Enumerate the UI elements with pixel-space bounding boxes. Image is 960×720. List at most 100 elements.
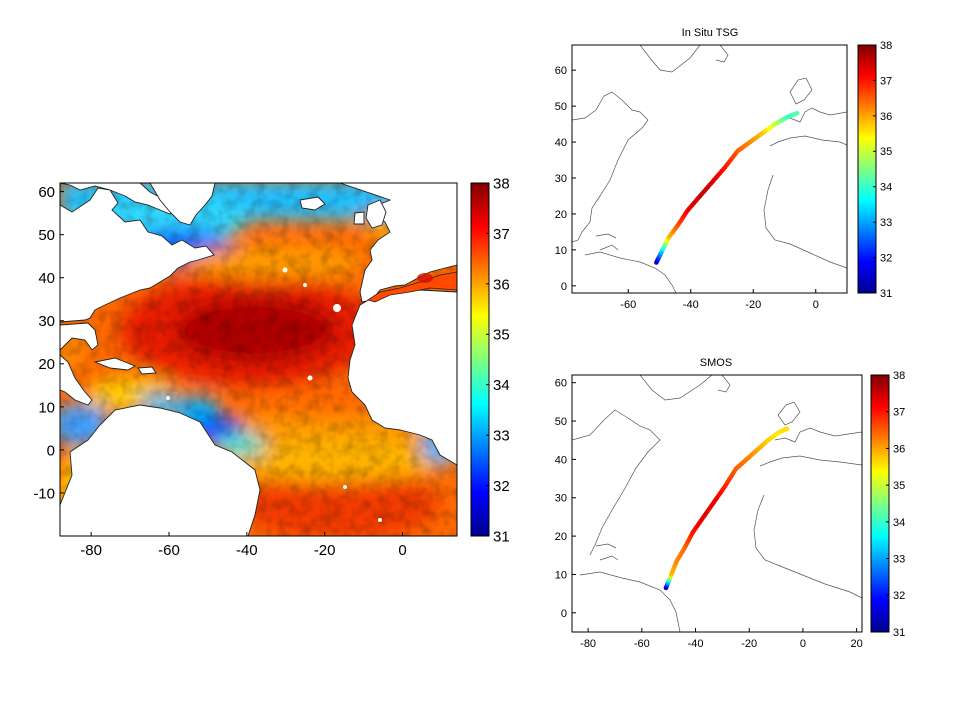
main-y-tick-label: 0 [47, 442, 55, 459]
main-salinity-map: -80 -60 -40 -20 0 60 50 40 30 20 10 0 -10 [33, 182, 458, 559]
main-map-frame [59, 182, 458, 537]
tsg-x-tick-label: -40 [683, 299, 699, 311]
iceland [299, 196, 326, 211]
tsg-cbar-tick-label: 32 [880, 253, 892, 265]
mediterranean-sea [367, 271, 457, 303]
smos-cbar-tick-label: 38 [893, 370, 905, 382]
main-y-tick-label: 10 [38, 399, 55, 416]
smos-ship-track [663, 426, 790, 591]
tsg-ship-track [654, 110, 800, 265]
tsg-cbar-tick-label: 31 [880, 288, 892, 300]
smos-cbar-tick-label: 32 [893, 590, 905, 602]
smos-track-point [784, 426, 790, 432]
ireland [353, 211, 365, 225]
smos-x-tick-label: -40 [688, 638, 704, 650]
tsg-cbar-tick-label: 34 [880, 182, 892, 194]
tsg-x-tick-label: -60 [620, 299, 636, 311]
tsg-panel: In Situ TSG -60 -40 -20 0 60 50 40 30 20 10 0 38 37… [555, 27, 893, 311]
main-x-tick-label: 0 [398, 542, 406, 559]
smos-y-tick-label: 50 [555, 416, 567, 428]
smos-axes: -80 -60 -40 -20 0 20 60 50 40 30 20 10 0 [555, 378, 863, 650]
tsg-y-tick-label: 30 [555, 173, 567, 185]
main-x-tick-label: -60 [158, 542, 180, 559]
cuba [93, 357, 137, 371]
main-cbar-tick-label: 36 [493, 276, 510, 293]
smos-cbar-tick-label: 36 [893, 443, 905, 455]
land-masses [60, 183, 457, 536]
main-cbar-tick-label: 35 [493, 327, 510, 344]
smos-y-tick-label: 20 [555, 531, 567, 543]
main-colorbar: 38 37 36 35 34 33 32 31 [470, 175, 510, 545]
main-y-tick-label: 30 [38, 313, 55, 330]
main-cbar-tick-label: 37 [493, 226, 510, 243]
central-america [60, 354, 93, 406]
main-cbar-tick-label: 33 [493, 428, 510, 445]
tsg-y-tick-label: 10 [555, 245, 567, 257]
main-y-tick-label: 50 [38, 227, 55, 244]
tsg-track-point [794, 110, 800, 116]
main-cbar-tick-label: 32 [493, 478, 510, 495]
tsg-axes: -60 -40 -20 0 60 50 40 30 20 10 0 [555, 65, 819, 311]
tsg-cbar-tick-label: 35 [880, 146, 892, 158]
main-x-tick-label: -40 [236, 542, 258, 559]
smos-y-tick-label: 0 [561, 608, 567, 620]
tsg-y-tick-label: 20 [555, 209, 567, 221]
smos-x-tick-label: 20 [851, 638, 863, 650]
hispaniola [137, 366, 157, 375]
british-isles [365, 199, 387, 229]
tsg-x-tick-label: 0 [813, 299, 819, 311]
smos-colorbar [870, 374, 890, 633]
main-map-axes: -80 -60 -40 -20 0 60 50 40 30 20 10 0 -10 [33, 184, 406, 559]
smos-y-tick-label: 40 [555, 454, 567, 466]
tsg-cbar-tick-label: 37 [880, 75, 892, 87]
main-cbar-tick-label: 31 [493, 528, 510, 545]
north-america [60, 187, 215, 323]
main-cbar-tick-label: 38 [493, 175, 510, 192]
smos-cbar-tick-label: 33 [893, 554, 905, 566]
tsg-colorbar-ticks: 38 37 36 35 34 33 32 31 [873, 40, 892, 300]
main-y-tick-label: 60 [38, 184, 55, 201]
tsg-cbar-tick-label: 38 [880, 40, 892, 52]
smos-y-tick-label: 30 [555, 493, 567, 505]
tsg-y-tick-label: 0 [561, 281, 567, 293]
main-x-tick-label: -20 [314, 542, 336, 559]
smos-coastlines [572, 375, 862, 632]
smos-y-tick-label: 60 [555, 378, 567, 390]
south-america [60, 404, 261, 536]
main-x-tick-label: -80 [80, 542, 102, 559]
main-colorbar-gradient [470, 182, 490, 537]
main-y-tick-label: 40 [38, 270, 55, 287]
tsg-cbar-tick-label: 36 [880, 111, 892, 123]
tsg-x-tick-label: -20 [745, 299, 761, 311]
tsg-y-tick-label: 50 [555, 101, 567, 113]
smos-x-tick-label: -60 [634, 638, 650, 650]
florida-gulf [60, 322, 99, 351]
tsg-colorbar [857, 44, 877, 294]
tsg-coastlines [572, 45, 847, 293]
main-y-tick-label: 20 [38, 356, 55, 373]
tsg-y-tick-label: 40 [555, 137, 567, 149]
smos-x-tick-label: 0 [800, 638, 806, 650]
tsg-y-tick-label: 60 [555, 65, 567, 77]
main-colorbar-ticks: 38 37 36 35 34 33 32 31 [486, 175, 510, 545]
smos-y-tick-label: 10 [555, 569, 567, 581]
smos-cbar-tick-label: 34 [893, 517, 905, 529]
smos-cbar-tick-label: 37 [893, 407, 905, 419]
labrador [60, 183, 176, 215]
smos-x-tick-label: -80 [580, 638, 596, 650]
tsg-frame [571, 44, 848, 294]
main-y-tick-label: -10 [33, 485, 55, 502]
tsg-title: In Situ TSG [682, 27, 739, 39]
island-markers [166, 267, 382, 522]
smos-colorbar-ticks: 38 37 36 35 34 33 32 31 [886, 370, 905, 639]
smos-x-tick-label: -20 [741, 638, 757, 650]
smos-cbar-tick-label: 35 [893, 480, 905, 492]
smos-title: SMOS [700, 357, 732, 369]
greenland [149, 183, 216, 226]
smos-cbar-tick-label: 31 [893, 627, 905, 639]
tsg-cbar-tick-label: 33 [880, 217, 892, 229]
smos-frame [571, 374, 863, 633]
smos-panel: SMOS -80 -60 -40 -20 0 20 60 50 40 30 20 10 0 38 37 36… [555, 357, 906, 650]
main-cbar-tick-label: 34 [493, 377, 510, 394]
